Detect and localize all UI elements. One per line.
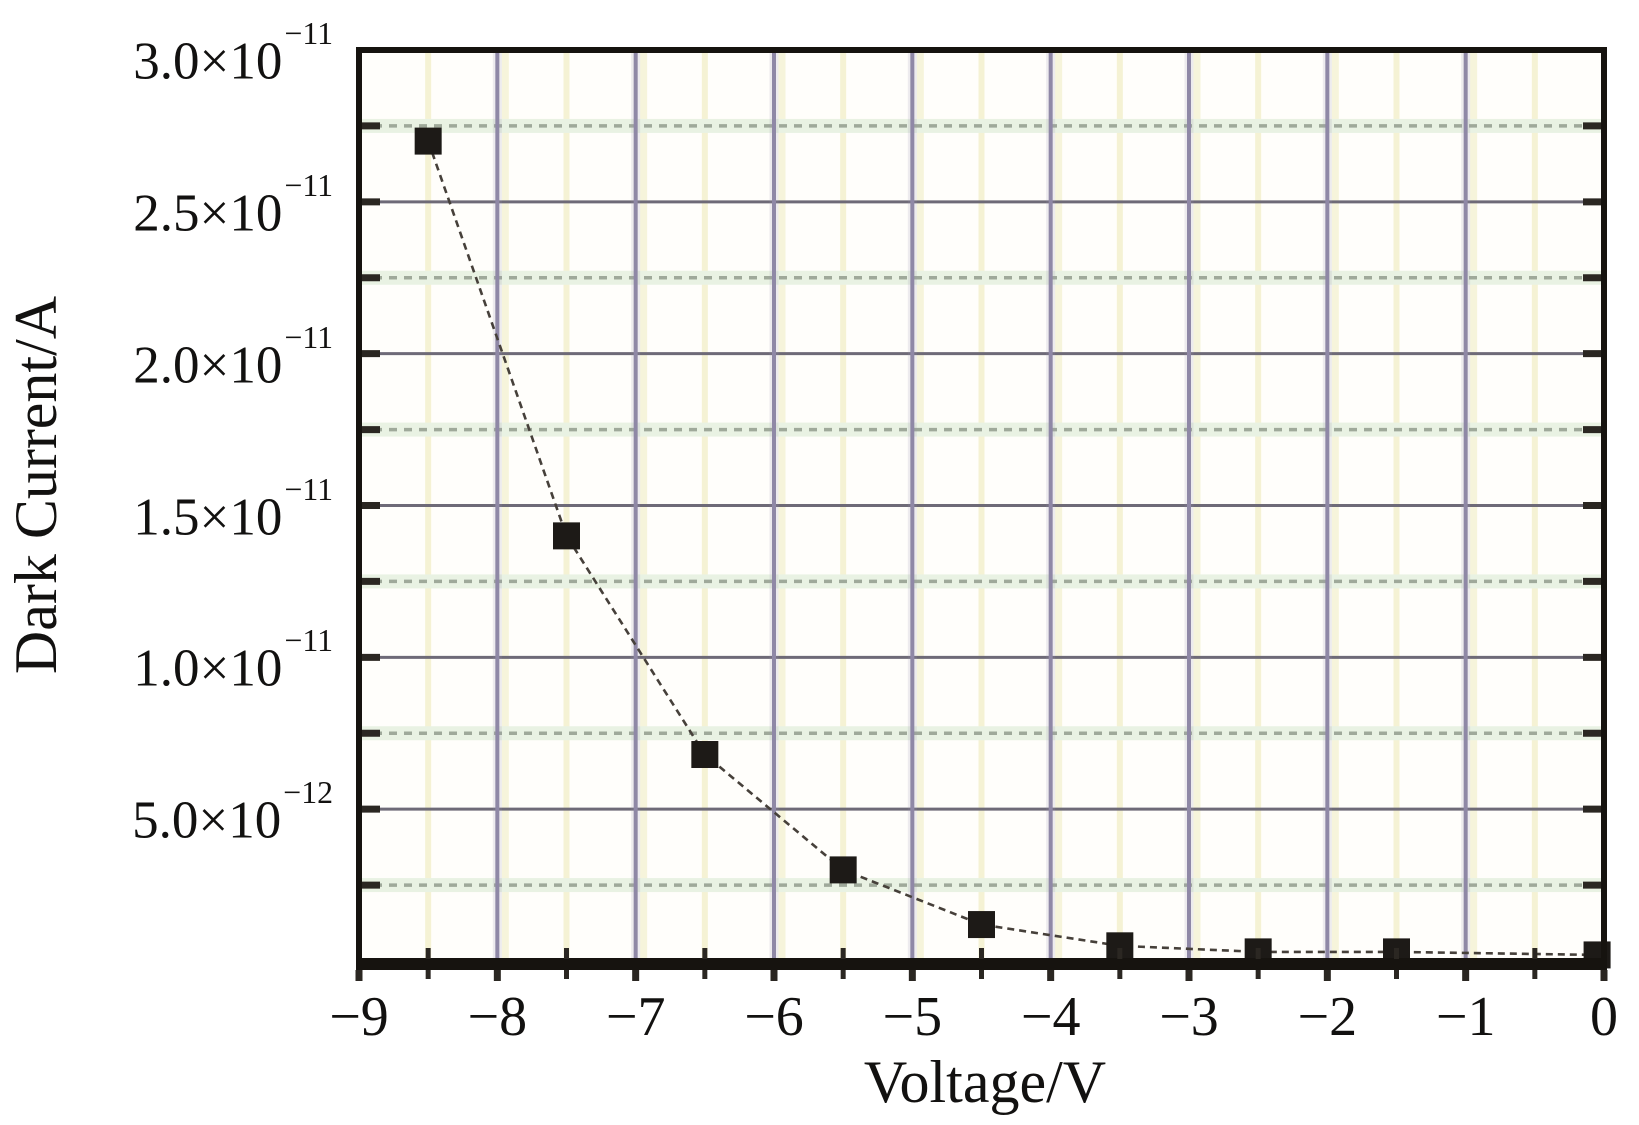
y-tick-mantissa: 1.5×10 — [133, 488, 283, 547]
x-tick-label: 0 — [1590, 986, 1618, 1048]
y-tick-label: 1.5×10−11 — [0, 469, 333, 547]
x-tick-label: −7 — [605, 986, 666, 1048]
x-tick-label: −6 — [744, 986, 804, 1048]
x-tick-label: −5 — [882, 986, 943, 1048]
y-tick-label: 2.5×10−11 — [0, 165, 333, 243]
x-tick-label: −1 — [1435, 986, 1496, 1048]
x-tick-label: −2 — [1297, 986, 1358, 1048]
y-tick-label: 3.0×10−11 — [0, 13, 333, 91]
x-axis-line — [356, 958, 1607, 970]
data-point-marker — [968, 911, 995, 939]
y-tick-label: 1.0×10−11 — [0, 620, 333, 698]
data-line — [426, 140, 1598, 957]
data-point-marker — [829, 856, 857, 884]
y-tick-mantissa: 3.0×10 — [133, 32, 283, 91]
y-tick-exponent: −11 — [284, 167, 333, 203]
y-tick-exponent: −11 — [284, 471, 333, 507]
y-tick-exponent: −11 — [284, 319, 333, 355]
x-tick-label: −9 — [329, 986, 389, 1048]
y-axis-title: Dark Current/A — [3, 295, 69, 675]
y-tick-label: 5.0×10−12 — [0, 772, 333, 850]
x-tick-label: −8 — [467, 986, 528, 1048]
y-tick-mantissa: 2.5×10 — [133, 184, 283, 243]
y-tick-exponent: −12 — [283, 775, 333, 811]
x-tick-label: −4 — [1020, 986, 1081, 1048]
data-point-marker — [553, 522, 580, 550]
x-axis-title: Voltage/V — [863, 1049, 1107, 1115]
x-tick-label: −3 — [1159, 986, 1219, 1048]
data-point-marker — [414, 127, 442, 155]
y-tick-mantissa: 2.0×10 — [133, 336, 283, 395]
y-tick-mantissa: 5.0×10 — [132, 791, 282, 850]
y-tick-exponent: −11 — [284, 623, 333, 659]
y-tick-mantissa: 1.0×10 — [133, 639, 283, 698]
y-tick-label: 2.0×10−11 — [0, 317, 333, 395]
data-point-marker — [691, 741, 719, 769]
y-tick-exponent: −11 — [284, 16, 333, 52]
